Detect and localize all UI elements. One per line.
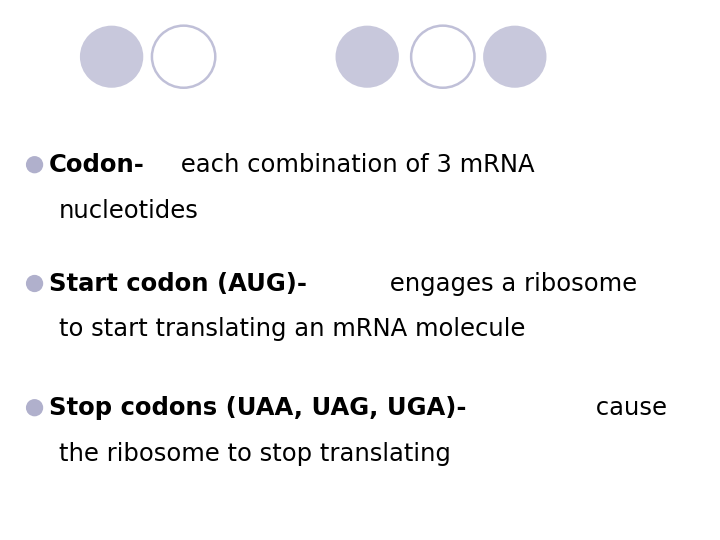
Ellipse shape [26, 399, 43, 416]
Ellipse shape [80, 25, 143, 87]
Text: nucleotides: nucleotides [59, 199, 199, 222]
Text: cause: cause [588, 396, 667, 420]
Text: to start translating an mRNA molecule: to start translating an mRNA molecule [59, 318, 526, 341]
Text: Codon-: Codon- [49, 153, 145, 177]
Ellipse shape [336, 25, 399, 87]
Text: the ribosome to stop translating: the ribosome to stop translating [59, 442, 451, 465]
Ellipse shape [411, 25, 474, 87]
Text: each combination of 3 mRNA: each combination of 3 mRNA [173, 153, 534, 177]
Text: Stop codons (UAA, UAG, UGA)-: Stop codons (UAA, UAG, UGA)- [49, 396, 467, 420]
Ellipse shape [26, 156, 43, 173]
Ellipse shape [483, 25, 546, 87]
Text: engages a ribosome: engages a ribosome [382, 272, 637, 295]
Text: Start codon (AUG)-: Start codon (AUG)- [49, 272, 307, 295]
Ellipse shape [152, 25, 215, 87]
Ellipse shape [26, 275, 43, 292]
